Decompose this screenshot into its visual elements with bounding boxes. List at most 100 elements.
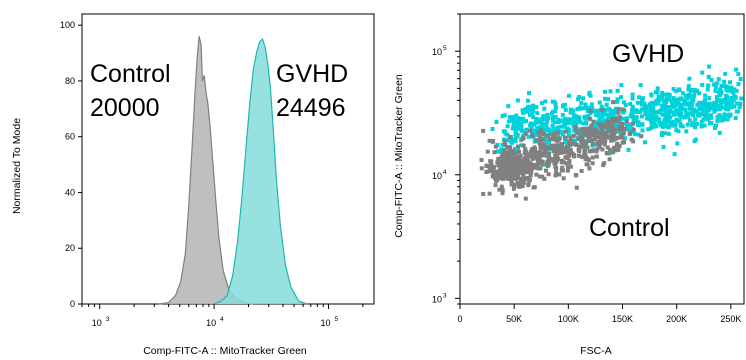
scatter-point xyxy=(538,153,542,158)
scatter-point xyxy=(560,112,565,117)
scatter-point xyxy=(586,114,591,119)
scatter-point xyxy=(502,137,506,142)
scatter-point xyxy=(561,160,566,165)
scatter-point xyxy=(689,88,694,93)
scatter-point xyxy=(700,112,705,117)
scatter-point xyxy=(512,184,517,189)
scatter-point xyxy=(651,103,655,108)
scatter-point xyxy=(527,91,531,96)
scatter-point xyxy=(588,149,593,154)
scatter-point xyxy=(612,119,617,124)
scatter-point xyxy=(582,129,587,134)
scatter-point xyxy=(704,111,709,116)
scatter-point xyxy=(568,107,573,112)
scatter-point xyxy=(605,145,610,150)
scatter-point xyxy=(524,161,529,166)
scatter-point xyxy=(590,155,595,160)
scatter-point xyxy=(663,99,668,104)
scatter-point xyxy=(582,149,587,154)
scatter-point xyxy=(535,157,540,162)
scatter-point xyxy=(688,106,693,111)
scatter-point xyxy=(547,140,551,145)
scatter-point xyxy=(679,123,683,128)
scatter-point xyxy=(672,152,677,157)
scatter-point xyxy=(616,129,621,134)
scatter-point xyxy=(501,159,506,164)
scatter-point xyxy=(585,127,590,132)
scatter-point xyxy=(530,122,535,127)
histogram-y-tick-label: 80 xyxy=(65,76,75,86)
scatter-point xyxy=(687,111,692,116)
scatter-point xyxy=(586,158,591,162)
scatter-point xyxy=(716,90,721,95)
scatter-point xyxy=(736,72,741,76)
histogram-series-1-fill xyxy=(159,36,254,305)
scatter-point xyxy=(610,135,615,140)
scatter-point xyxy=(631,121,636,126)
scatter-point xyxy=(709,78,714,83)
scatter-point xyxy=(553,114,558,119)
scatter-point xyxy=(719,99,724,104)
scatter-point xyxy=(605,119,610,124)
histogram-y-tick-label: 0 xyxy=(70,299,75,309)
scatter-point xyxy=(579,169,584,173)
scatter-y-tick-exponent: 3 xyxy=(443,292,447,299)
scatter-point xyxy=(603,96,607,101)
scatter-point xyxy=(580,134,585,139)
scatter-x-tick-label: 50K xyxy=(506,314,522,324)
scatter-point xyxy=(654,117,658,122)
scatter-point xyxy=(501,173,506,178)
scatter-point xyxy=(666,113,671,118)
scatter-point xyxy=(577,115,581,120)
scatter-point xyxy=(545,112,550,117)
scatter-point xyxy=(529,126,534,131)
scatter-point xyxy=(567,117,572,122)
scatter-point xyxy=(642,103,647,108)
scatter-point xyxy=(508,164,513,169)
scatter-point xyxy=(630,130,635,135)
scatter-point xyxy=(623,136,627,141)
scatter-point xyxy=(583,102,588,107)
scatter-point xyxy=(722,105,727,110)
scatter-point xyxy=(535,111,540,116)
scatter-point xyxy=(723,98,728,103)
scatter-point xyxy=(541,153,546,158)
scatter-point xyxy=(697,106,702,111)
scatter-point xyxy=(514,134,519,139)
scatter-point xyxy=(526,181,531,186)
scatter-point xyxy=(676,129,681,134)
scatter-point xyxy=(719,83,724,88)
scatter-point xyxy=(503,154,507,159)
scatter-point xyxy=(687,92,692,97)
scatter-point xyxy=(662,118,667,123)
scatter-point xyxy=(685,122,690,127)
scatter-point xyxy=(500,148,505,153)
histogram-x-axis-title: Comp-FITC-A :: MitoTracker Green xyxy=(143,345,307,357)
scatter-point xyxy=(581,140,586,144)
scatter-point xyxy=(502,129,507,134)
scatter-point xyxy=(685,114,690,119)
histogram-x-tick-label: 10 xyxy=(92,318,102,328)
scatter-point xyxy=(676,101,681,106)
scatter-point xyxy=(716,77,721,82)
scatter-point xyxy=(521,143,526,148)
scatter-point xyxy=(708,104,712,109)
scatter-point xyxy=(715,98,719,103)
scatter-point xyxy=(553,109,558,114)
scatter-point xyxy=(530,112,535,117)
scatter-point xyxy=(517,184,522,189)
scatter-point xyxy=(597,118,602,122)
scatter-point xyxy=(577,144,582,149)
scatter-point xyxy=(714,123,718,128)
scatter-point xyxy=(718,115,723,120)
scatter-point xyxy=(516,144,520,149)
scatter-point xyxy=(705,87,710,92)
scatter-point xyxy=(621,131,626,136)
scatter-point xyxy=(541,132,546,137)
scatter-point xyxy=(485,149,490,154)
scatter-point xyxy=(661,144,666,149)
scatter-point xyxy=(536,120,541,125)
scatter-point xyxy=(668,109,673,114)
scatter-point xyxy=(726,85,731,90)
